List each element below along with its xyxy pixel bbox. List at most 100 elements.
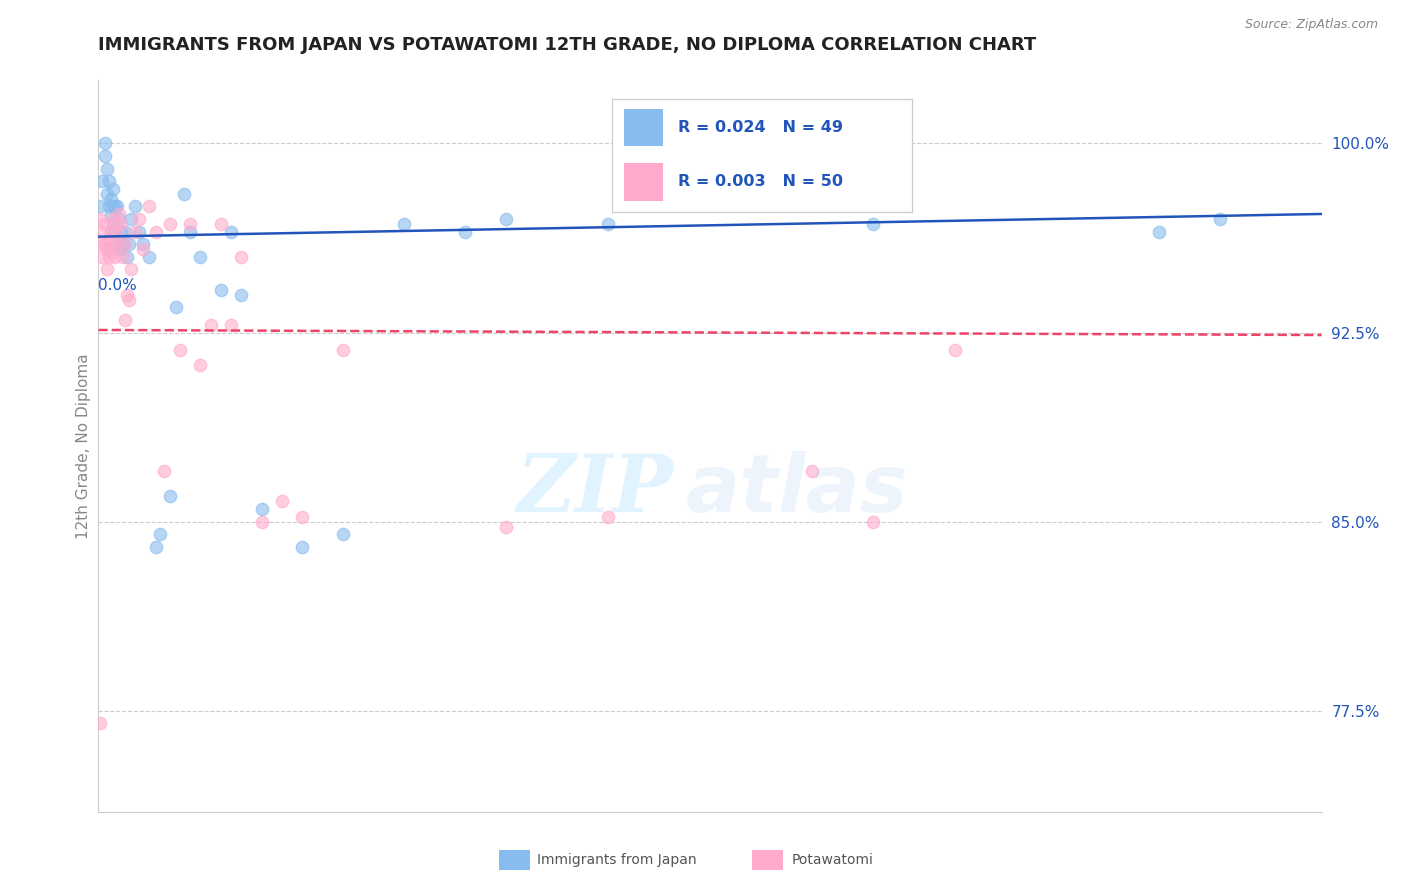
Text: IMMIGRANTS FROM JAPAN VS POTAWATOMI 12TH GRADE, NO DIPLOMA CORRELATION CHART: IMMIGRANTS FROM JAPAN VS POTAWATOMI 12TH… <box>98 36 1036 54</box>
Point <box>332 527 354 541</box>
Point <box>188 359 212 373</box>
Point <box>128 225 150 239</box>
Point <box>169 343 191 358</box>
Point <box>801 464 824 478</box>
Point <box>91 225 114 239</box>
Point <box>138 250 160 264</box>
Point <box>124 199 146 213</box>
Point <box>188 250 212 264</box>
Point <box>96 262 118 277</box>
Point <box>104 225 127 239</box>
Point <box>1147 225 1170 239</box>
Point <box>598 217 620 231</box>
Point <box>145 540 167 554</box>
Point <box>862 217 884 231</box>
Text: 0.0%: 0.0% <box>98 277 138 293</box>
Point <box>89 716 111 731</box>
Point <box>108 237 131 252</box>
Point <box>101 217 124 231</box>
Point <box>110 225 132 239</box>
Point <box>101 182 124 196</box>
Point <box>108 207 131 221</box>
Point <box>114 313 136 327</box>
Point <box>270 494 294 508</box>
Point <box>96 186 118 201</box>
Point <box>104 217 127 231</box>
Point <box>118 293 141 307</box>
Point <box>179 217 201 231</box>
Point <box>495 212 517 227</box>
Point <box>454 225 477 239</box>
Point <box>104 250 127 264</box>
Point <box>291 540 314 554</box>
Point <box>96 242 118 256</box>
Y-axis label: 12th Grade, No Diploma: 12th Grade, No Diploma <box>76 353 91 539</box>
Point <box>219 318 242 332</box>
Point <box>93 136 115 151</box>
Point <box>291 509 314 524</box>
Text: Potawatomi: Potawatomi <box>792 853 873 867</box>
Point <box>231 287 253 301</box>
Point <box>100 225 122 239</box>
Point <box>862 515 884 529</box>
Point <box>97 199 120 213</box>
Point <box>96 161 118 176</box>
Point <box>115 250 138 264</box>
Point <box>209 283 232 297</box>
Point <box>100 207 122 221</box>
Point <box>138 199 160 213</box>
Point <box>101 212 124 227</box>
Point <box>332 343 354 358</box>
Point <box>101 237 124 252</box>
Point <box>392 217 416 231</box>
Point <box>598 509 620 524</box>
Point <box>231 250 253 264</box>
Point <box>97 232 120 246</box>
Point <box>100 244 122 259</box>
Point <box>145 225 167 239</box>
Point <box>89 199 111 213</box>
Point <box>200 318 222 332</box>
Point <box>114 225 136 239</box>
Point <box>89 237 111 252</box>
Point <box>124 225 146 239</box>
Point <box>105 237 128 252</box>
Point <box>111 237 134 252</box>
Point <box>1209 212 1232 227</box>
Point <box>159 217 181 231</box>
Point <box>111 250 134 264</box>
Point <box>128 212 150 227</box>
Point <box>149 527 172 541</box>
Point <box>93 149 115 163</box>
Point <box>89 212 111 227</box>
Point <box>91 174 114 188</box>
Text: Source: ZipAtlas.com: Source: ZipAtlas.com <box>1244 18 1378 31</box>
Point <box>173 186 195 201</box>
Point <box>120 262 142 277</box>
Point <box>115 287 138 301</box>
Point <box>108 212 131 227</box>
Text: atlas: atlas <box>686 450 908 529</box>
Point <box>132 237 155 252</box>
Point <box>250 515 273 529</box>
Point <box>219 225 242 239</box>
Point <box>104 199 127 213</box>
Point <box>97 174 120 188</box>
Point <box>495 519 517 533</box>
Point <box>105 199 128 213</box>
Point <box>101 199 124 213</box>
Point <box>179 225 201 239</box>
Point <box>209 217 232 231</box>
Point <box>152 464 174 478</box>
Point <box>93 217 115 231</box>
Text: ZIP: ZIP <box>516 451 673 529</box>
Text: Immigrants from Japan: Immigrants from Japan <box>537 853 697 867</box>
Point <box>120 212 142 227</box>
Point <box>97 250 120 264</box>
Point <box>132 242 155 256</box>
Point <box>943 343 966 358</box>
Point <box>165 300 187 314</box>
Point <box>159 490 181 504</box>
Point <box>108 242 131 256</box>
Point <box>93 237 115 252</box>
